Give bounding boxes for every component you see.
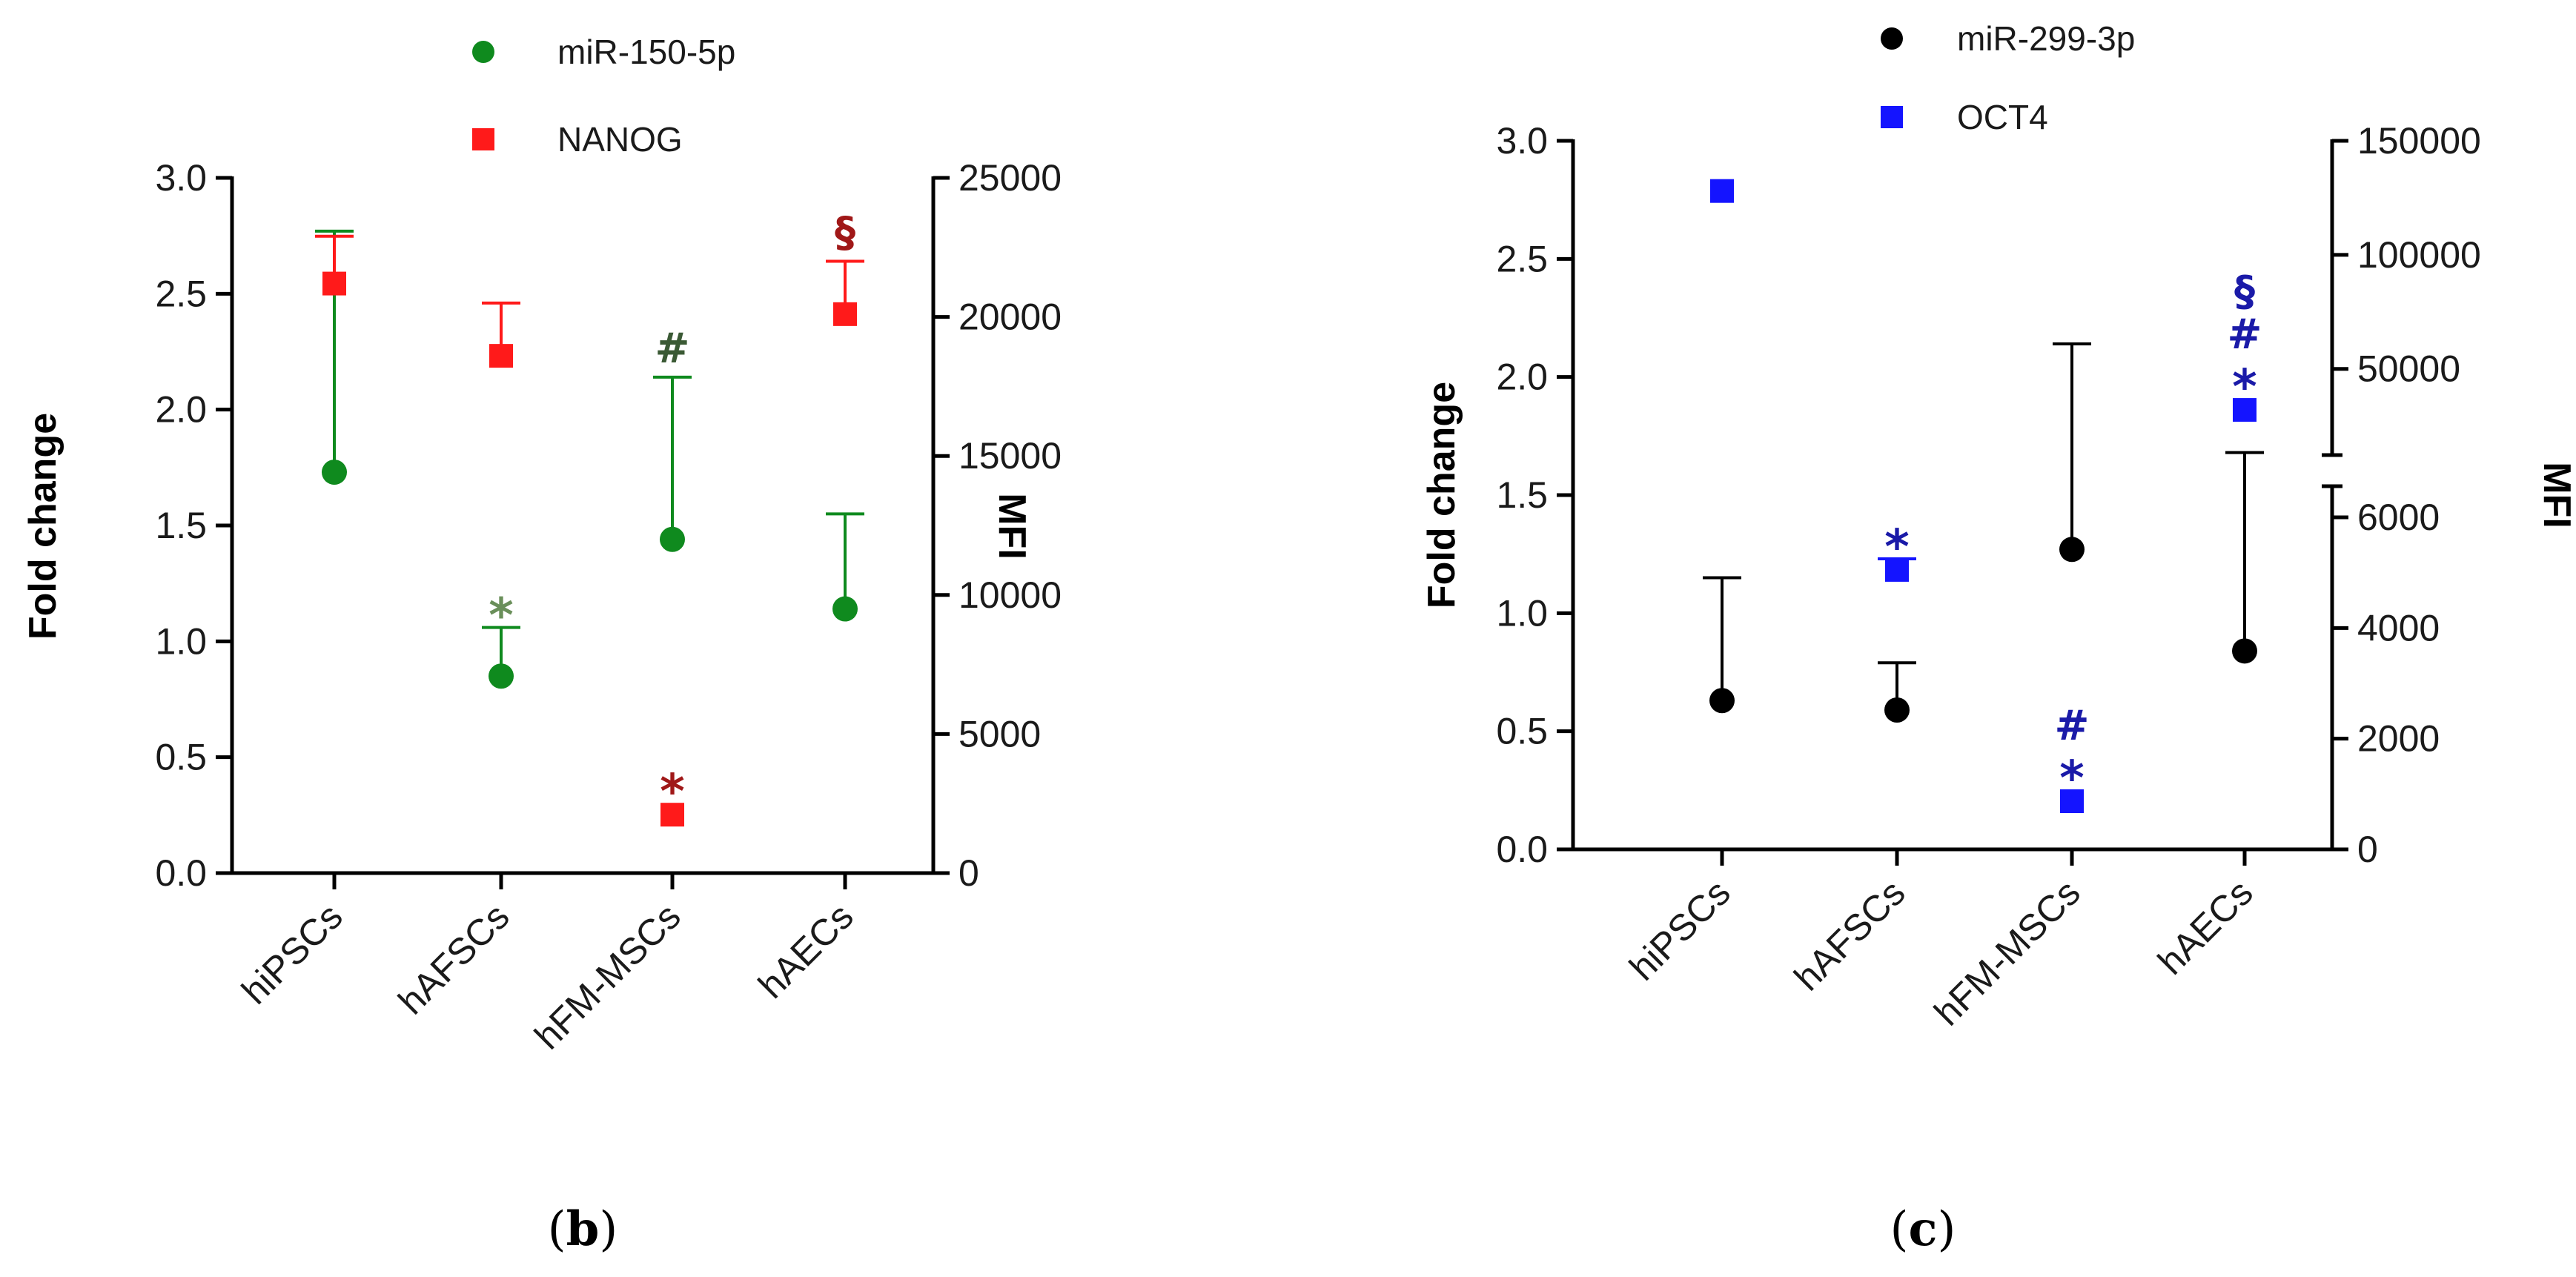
right-axis-tick-label: 6000 bbox=[2357, 497, 2440, 538]
significance-annotation: # bbox=[655, 325, 690, 373]
legend-marker-mir-299-3p bbox=[1881, 27, 1903, 50]
right-axis-tick-label: 10000 bbox=[958, 574, 1062, 616]
left-axis-tick-label: 1.5 bbox=[155, 505, 207, 546]
left-axis-title: Fold change bbox=[21, 413, 64, 640]
x-axis-category-label-hipscs: hiPSCs bbox=[234, 895, 350, 1012]
data-point-oct4-hafscs bbox=[1885, 557, 1909, 582]
right-axis-title: MFI bbox=[2535, 462, 2576, 528]
significance-annotation: § bbox=[835, 209, 855, 257]
data-point-nanog-haecs bbox=[833, 302, 857, 326]
significance-annotation: * bbox=[489, 589, 513, 644]
data-point-mir-150-5p-hafscs bbox=[489, 663, 514, 689]
left-axis-tick-label: 0.0 bbox=[1496, 829, 1548, 870]
legend-marker-oct4 bbox=[1881, 106, 1903, 128]
data-point-mir-150-5p-hipscs bbox=[322, 460, 347, 485]
left-axis-tick-label: 2.5 bbox=[155, 273, 207, 314]
data-point-mir-299-3p-hafscs bbox=[1884, 697, 1910, 723]
left-axis-title: Fold change bbox=[1420, 382, 1463, 608]
right-axis-tick-label: 0 bbox=[958, 852, 979, 894]
legend-marker-nanog bbox=[472, 128, 494, 150]
significance-annotation: * bbox=[1884, 520, 1909, 575]
x-axis-category-label-hfm-mscs: hFM-MSCs bbox=[1926, 872, 2087, 1033]
right-axis-title: MFI bbox=[990, 493, 1033, 560]
data-point-oct4-hfm-mscs bbox=[2060, 789, 2084, 814]
right-axis-tick-label: 2000 bbox=[2357, 718, 2440, 760]
x-axis-category-label-haecs: hAECs bbox=[750, 895, 861, 1006]
data-point-mir-299-3p-hfm-mscs bbox=[2059, 537, 2085, 563]
data-point-nanog-hafscs bbox=[489, 344, 513, 368]
x-axis-category-label-hafscs: hAFSCs bbox=[391, 895, 517, 1022]
left-axis-tick-label: 0.5 bbox=[155, 737, 207, 778]
left-axis-tick-label: 0.5 bbox=[1496, 711, 1548, 752]
data-point-mir-150-5p-haecs bbox=[832, 596, 858, 622]
significance-annotation: * bbox=[660, 765, 684, 820]
left-axis-tick-label: 2.5 bbox=[1496, 238, 1548, 279]
left-axis-tick-label: 3.0 bbox=[155, 157, 207, 199]
significance-annotation: # bbox=[2228, 311, 2262, 359]
left-axis-tick-label: 1.0 bbox=[155, 620, 207, 662]
chart-panel-c: 0.0 0.5 1.0 1.5 2.0 2.5 3.0 0 2000 4000 6000 50000 1… bbox=[1420, 19, 2576, 1257]
left-axis-tick-label: 1.0 bbox=[1496, 592, 1548, 634]
data-point-mir-150-5p-hfm-mscs bbox=[660, 526, 685, 552]
series-mir-299-3p bbox=[1703, 342, 2264, 723]
legend-label-mir-299-3p: miR-299-3p bbox=[1957, 19, 2135, 58]
left-axis-tick-label: 0.0 bbox=[155, 852, 207, 894]
right-axis-tick-label: 20000 bbox=[958, 296, 1062, 338]
x-axis-category-label-hipscs: hiPSCs bbox=[1621, 872, 1738, 988]
x-axis-category-label-hfm-mscs: hFM-MSCs bbox=[526, 895, 688, 1057]
left-axis-tick-label: 1.5 bbox=[1496, 474, 1548, 516]
data-point-mir-299-3p-haecs bbox=[2232, 638, 2257, 664]
significance-annotation: # bbox=[2055, 702, 2090, 750]
significance-annotation: § bbox=[2234, 268, 2255, 316]
chart-panel-b: 0.0 0.5 1.0 1.5 2.0 2.5 3.0 0 5000 10000 15000 2000… bbox=[21, 33, 1062, 1257]
x-axis-category-label-hafscs: hAFSCs bbox=[1787, 872, 1913, 998]
series-mir-150-5p: *# bbox=[315, 229, 864, 689]
data-point-nanog-hipscs bbox=[322, 271, 346, 296]
significance-annotation: * bbox=[2059, 752, 2084, 806]
legend-label-mir-150-5p: miR-150-5p bbox=[557, 33, 735, 71]
panel-label: (c) bbox=[1890, 1201, 1956, 1257]
series-nanog: *§ bbox=[315, 209, 864, 827]
data-point-nanog-hfm-mscs bbox=[660, 803, 684, 827]
right-axis-tick-label: 100000 bbox=[2357, 234, 2481, 276]
legend-marker-mir-150-5p bbox=[472, 41, 494, 63]
legend-label-oct4: OCT4 bbox=[1957, 98, 2048, 136]
data-point-oct4-haecs bbox=[2233, 398, 2257, 422]
right-axis-tick-label: 150000 bbox=[2357, 120, 2481, 162]
series-oct4: **#*#§ bbox=[1710, 179, 2262, 814]
legend-label-nanog: NANOG bbox=[557, 120, 683, 159]
panel-label: (b) bbox=[548, 1201, 618, 1257]
left-axis-tick-label: 2.0 bbox=[155, 389, 207, 431]
data-point-mir-299-3p-hipscs bbox=[1709, 688, 1735, 714]
x-axis-category-label-haecs: hAECs bbox=[2150, 872, 2261, 983]
right-axis-tick-label: 0 bbox=[2357, 829, 2378, 870]
right-axis-tick-label: 25000 bbox=[958, 157, 1062, 199]
left-axis-tick-label: 3.0 bbox=[1496, 120, 1548, 162]
right-axis-tick-label: 15000 bbox=[958, 435, 1062, 477]
right-axis-tick-label: 50000 bbox=[2357, 348, 2460, 390]
right-axis-tick-label: 5000 bbox=[958, 713, 1041, 754]
right-axis-tick-label: 4000 bbox=[2357, 607, 2440, 649]
data-point-oct4-hipscs bbox=[1710, 179, 1734, 203]
left-axis-tick-label: 2.0 bbox=[1496, 356, 1548, 398]
significance-annotation: * bbox=[2232, 360, 2257, 415]
